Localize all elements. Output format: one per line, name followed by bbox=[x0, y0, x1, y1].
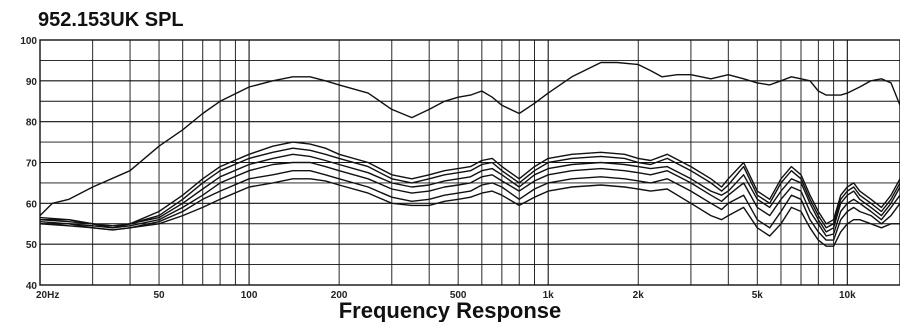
chart-grid bbox=[39, 39, 900, 286]
x-tick-label: 2k bbox=[633, 290, 645, 301]
x-tick-label: 100 bbox=[241, 290, 258, 301]
x-tick-label: 500 bbox=[450, 290, 467, 301]
curves bbox=[39, 61, 900, 247]
x-axis-label: Frequency Response bbox=[339, 298, 562, 322]
spl-curve-7 bbox=[39, 178, 900, 247]
x-tick-label: 20Hz bbox=[36, 290, 59, 301]
x-tick-label: 1k bbox=[543, 290, 555, 301]
y-tick-label: 60 bbox=[26, 199, 38, 210]
y-tick-label: 90 bbox=[26, 77, 38, 88]
spl-curve-5 bbox=[39, 161, 900, 237]
plot-frame bbox=[39, 39, 900, 286]
x-tick-label: 200 bbox=[331, 290, 348, 301]
tick-labels: 40 50 60 70 80 90 100 20Hz 50 100 200 500 1k 2k 5k 10k bbox=[20, 36, 856, 301]
y-tick-label: 50 bbox=[26, 240, 38, 251]
y-tick-label: 40 bbox=[26, 281, 38, 292]
chart-title: 952.153UK SPL bbox=[38, 9, 184, 31]
spl-curve-6 bbox=[40, 169, 900, 241]
y-tick-label: 100 bbox=[20, 36, 37, 47]
spl-curve-3 bbox=[39, 147, 900, 229]
y-tick-label: 70 bbox=[26, 159, 38, 170]
x-tick-label: 50 bbox=[153, 290, 165, 301]
spl-curve-2 bbox=[40, 141, 900, 229]
spl-curve-1 bbox=[39, 61, 900, 217]
x-tick-label: 5k bbox=[752, 290, 764, 301]
x-tick-label: 10k bbox=[839, 290, 856, 301]
y-tick-label: 80 bbox=[26, 118, 38, 129]
spl-curve-4 bbox=[39, 153, 900, 233]
